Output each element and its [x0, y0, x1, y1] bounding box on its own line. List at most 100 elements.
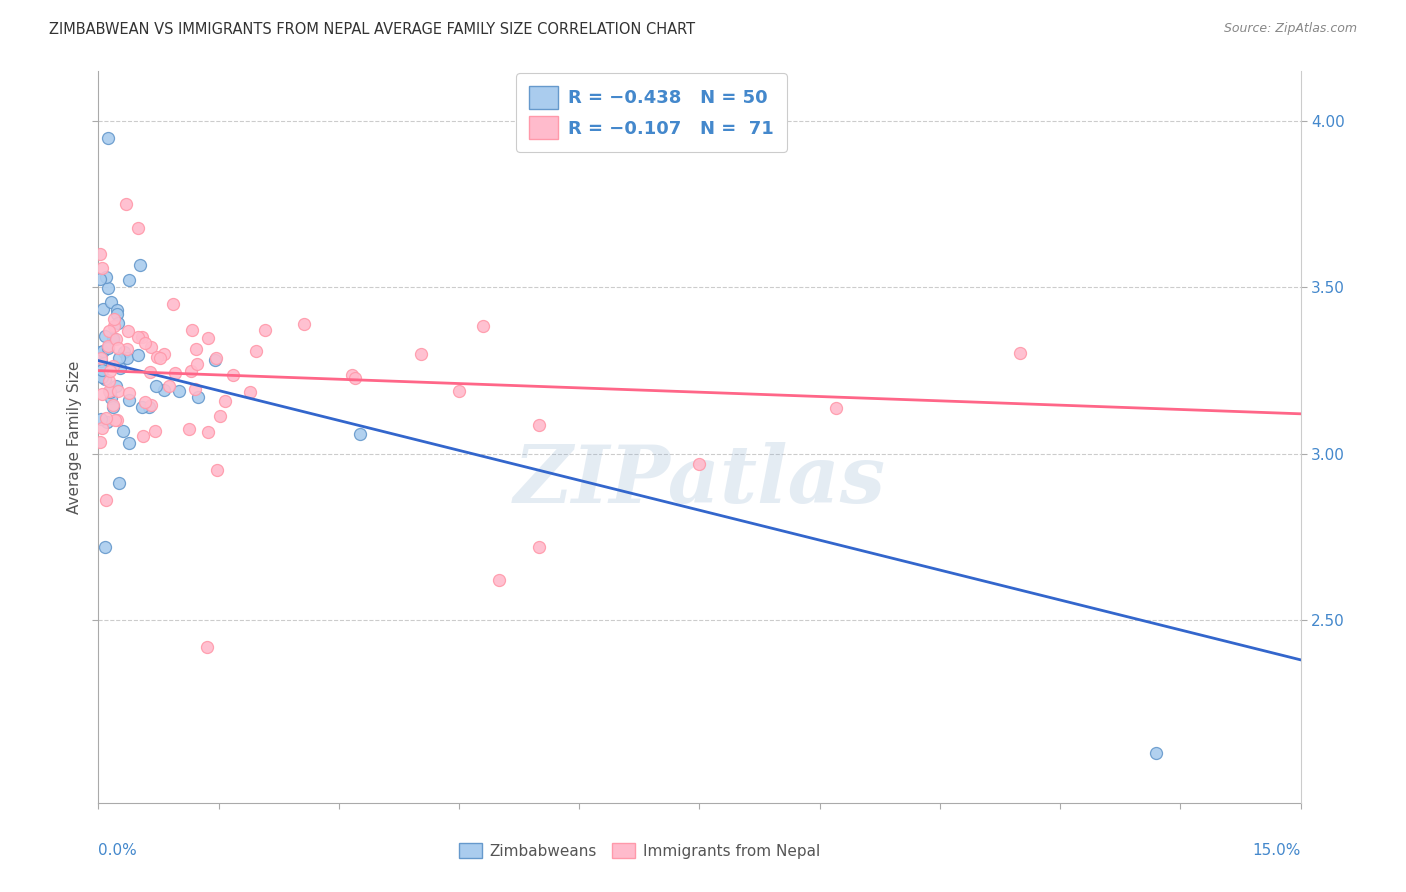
Point: [1010, 346, 1032, 360]
Point: [184, 382, 207, 396]
Point: [96, 411, 118, 425]
Point: [97, 341, 120, 355]
Point: [103, 311, 125, 326]
Point: [100, 391, 122, 405]
Text: 15.0%: 15.0%: [1253, 843, 1301, 858]
Point: [184, 342, 207, 356]
Point: [101, 332, 124, 346]
Point: [105, 379, 128, 393]
Point: [529, 540, 551, 554]
Point: [197, 331, 219, 345]
Point: [139, 365, 162, 379]
Point: [117, 325, 139, 339]
Text: ZIPatlas: ZIPatlas: [513, 442, 886, 520]
Point: [105, 307, 128, 321]
Point: [89, 435, 111, 450]
Point: [89, 246, 111, 260]
Point: [245, 344, 267, 359]
Point: [204, 351, 226, 366]
Point: [90, 369, 112, 384]
Point: [529, 417, 551, 432]
Point: [180, 323, 202, 337]
Point: [824, 401, 846, 415]
Point: [112, 345, 135, 359]
Point: [127, 329, 149, 343]
Point: [98, 385, 121, 400]
Point: [91, 302, 114, 317]
Point: [96, 492, 118, 507]
Point: [94, 329, 117, 343]
Point: [472, 318, 495, 333]
Point: [153, 384, 176, 398]
Point: [105, 302, 128, 317]
Point: [205, 463, 228, 477]
Point: [132, 429, 155, 443]
Point: [104, 413, 127, 427]
Point: [163, 366, 186, 380]
Point: [131, 401, 153, 415]
Point: [157, 378, 180, 392]
Point: [409, 347, 432, 361]
Point: [180, 364, 202, 378]
Point: [100, 364, 122, 378]
Point: [447, 384, 470, 399]
Point: [118, 436, 141, 450]
Point: [222, 368, 245, 382]
Point: [177, 422, 200, 436]
Point: [204, 353, 226, 368]
Point: [97, 339, 120, 353]
Point: [488, 573, 510, 587]
Point: [195, 640, 218, 654]
Point: [214, 393, 236, 408]
Point: [96, 415, 118, 429]
Point: [89, 344, 111, 359]
Point: [91, 421, 114, 435]
Point: [98, 324, 121, 338]
Point: [149, 351, 172, 366]
Point: [349, 427, 371, 442]
Legend: Zimbabweans, Immigrants from Nepal: Zimbabweans, Immigrants from Nepal: [453, 837, 825, 864]
Text: Source: ZipAtlas.com: Source: ZipAtlas.com: [1223, 22, 1357, 36]
Point: [209, 409, 232, 423]
Y-axis label: Average Family Size: Average Family Size: [66, 360, 82, 514]
Point: [98, 374, 121, 388]
Point: [108, 351, 131, 365]
Point: [162, 296, 184, 310]
Point: [292, 317, 315, 331]
Text: ZIMBABWEAN VS IMMIGRANTS FROM NEPAL AVERAGE FAMILY SIZE CORRELATION CHART: ZIMBABWEAN VS IMMIGRANTS FROM NEPAL AVER…: [49, 22, 696, 37]
Point: [145, 378, 167, 392]
Point: [93, 372, 115, 386]
Point: [94, 269, 117, 284]
Point: [100, 295, 122, 310]
Point: [118, 392, 141, 407]
Point: [91, 386, 114, 401]
Point: [127, 348, 149, 362]
Point: [90, 412, 112, 426]
Point: [134, 395, 156, 409]
Point: [186, 357, 208, 371]
Point: [112, 424, 135, 438]
Point: [153, 347, 176, 361]
Point: [107, 384, 129, 398]
Point: [118, 272, 141, 286]
Point: [101, 359, 124, 374]
Point: [187, 390, 209, 404]
Point: [340, 368, 363, 383]
Point: [128, 220, 150, 235]
Point: [115, 197, 138, 211]
Point: [253, 323, 276, 337]
Point: [105, 332, 128, 346]
Point: [689, 457, 711, 471]
Point: [139, 398, 162, 412]
Point: [107, 341, 129, 355]
Point: [197, 425, 219, 439]
Point: [90, 351, 112, 365]
Point: [103, 398, 125, 412]
Point: [89, 272, 111, 286]
Point: [115, 351, 138, 365]
Point: [91, 363, 114, 377]
Point: [134, 336, 156, 351]
Point: [107, 316, 129, 330]
Point: [94, 540, 117, 554]
Point: [167, 384, 190, 399]
